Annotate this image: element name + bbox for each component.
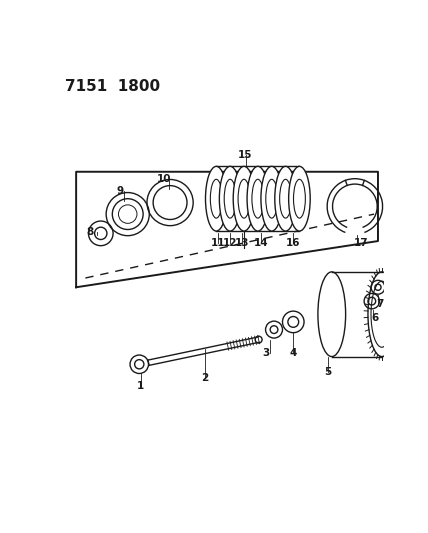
Text: 14: 14	[254, 238, 268, 248]
Text: 8: 8	[86, 227, 94, 237]
Text: 17: 17	[354, 238, 369, 248]
Ellipse shape	[233, 166, 255, 231]
Ellipse shape	[294, 179, 305, 218]
Text: 7151  1800: 7151 1800	[65, 79, 160, 94]
Ellipse shape	[288, 166, 310, 231]
Ellipse shape	[210, 179, 222, 218]
Text: 5: 5	[324, 367, 332, 377]
Text: 9: 9	[116, 186, 124, 196]
Text: 1: 1	[137, 381, 144, 391]
Text: 6: 6	[371, 313, 378, 323]
Text: 11: 11	[211, 238, 225, 248]
Text: 4: 4	[290, 348, 297, 358]
Ellipse shape	[252, 179, 264, 218]
Text: 3: 3	[263, 348, 270, 358]
Text: 2: 2	[201, 373, 208, 383]
Ellipse shape	[261, 166, 282, 231]
Ellipse shape	[279, 179, 291, 218]
Text: 13: 13	[235, 238, 250, 248]
Ellipse shape	[224, 179, 236, 218]
Ellipse shape	[205, 166, 227, 231]
Ellipse shape	[275, 166, 296, 231]
Ellipse shape	[238, 179, 250, 218]
Text: 12: 12	[223, 238, 238, 248]
Ellipse shape	[219, 166, 241, 231]
Text: 16: 16	[286, 238, 300, 248]
Ellipse shape	[266, 179, 278, 218]
Text: 7: 7	[376, 299, 383, 309]
Text: 10: 10	[157, 174, 171, 184]
Text: 15: 15	[238, 150, 253, 160]
Ellipse shape	[247, 166, 269, 231]
